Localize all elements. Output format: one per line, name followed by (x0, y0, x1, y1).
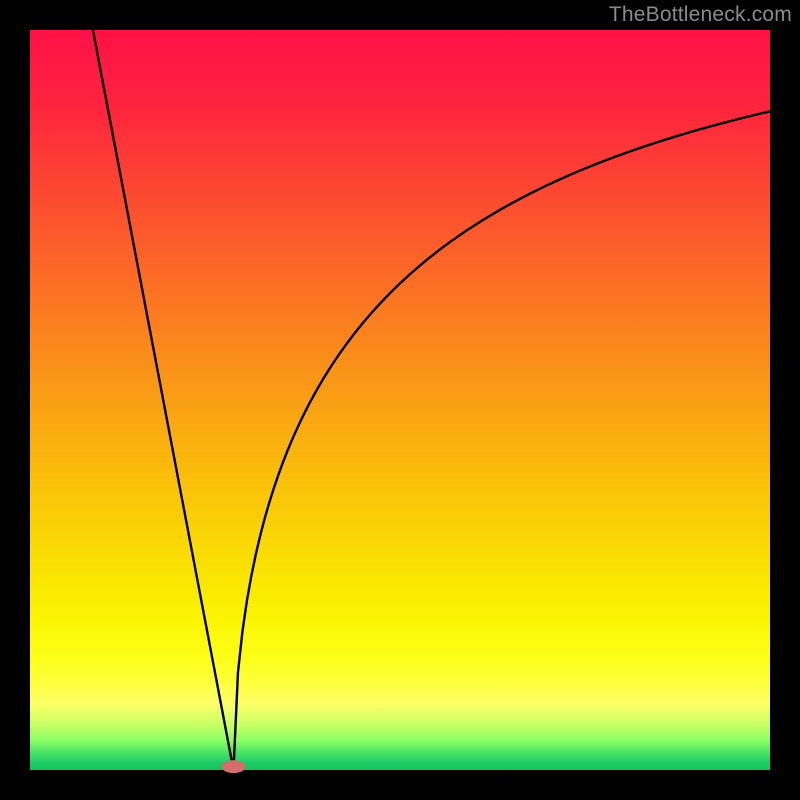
bottleneck-chart (0, 0, 800, 800)
minimum-marker (222, 760, 246, 773)
chart-canvas: TheBottleneck.com (0, 0, 800, 800)
watermark-text: TheBottleneck.com (609, 3, 792, 27)
